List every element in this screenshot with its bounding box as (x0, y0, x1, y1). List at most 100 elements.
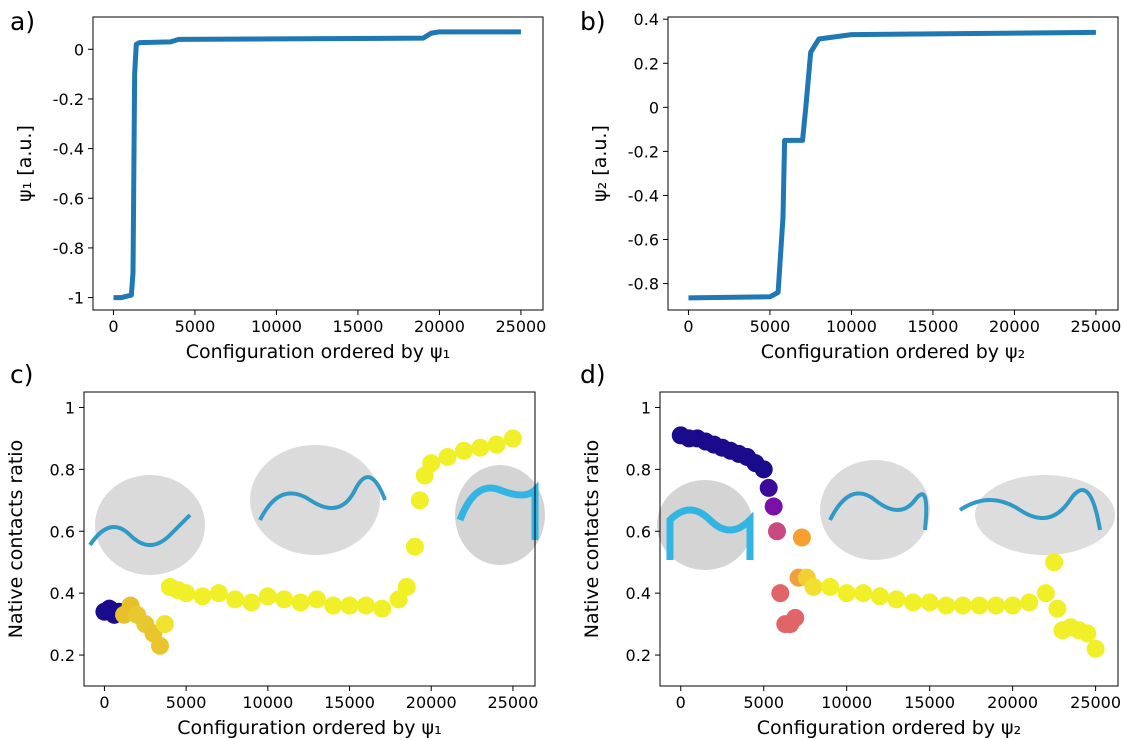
data-point (307, 590, 326, 609)
x-tick-label: 5000 (750, 317, 791, 336)
data-point (771, 584, 790, 603)
panel: c) 0 5000 10000 15000 20000 25000 0.2 0.4 0.6 0.8 1… (5, 360, 538, 739)
x-tick-label: 20000 (406, 693, 457, 712)
data-point (291, 593, 310, 612)
y-tick-label: -0.2 (628, 142, 659, 161)
panel: d) 0 5000 10000 15000 20000 25000 0.2 0.4 0.6 0.8 1… (580, 360, 1121, 739)
y-tick-label: 1 (641, 398, 651, 417)
y-tick-label: -0.4 (628, 186, 659, 205)
y-tick-label: 0.2 (50, 646, 75, 665)
panel-label: d) (580, 360, 606, 389)
data-point (887, 590, 906, 609)
data-point (970, 596, 989, 615)
data-line (688, 29, 1096, 301)
y-tick-label: 0 (74, 40, 84, 59)
data-point (397, 577, 416, 596)
y-tick-label: -0.6 (53, 189, 84, 208)
data-point (1078, 624, 1097, 643)
data-point (870, 587, 889, 606)
data-point (759, 478, 778, 497)
data-point (405, 537, 424, 556)
x-axis-label: Configuration ordered by ψ₁ (186, 341, 450, 363)
data-point (471, 438, 490, 457)
data-point (438, 447, 457, 466)
panel: a) 0 5000 10000 15000 20000 25000 -1 -0.8 -0.6 -0.… (10, 7, 546, 363)
x-tick-label: 0 (108, 317, 118, 336)
panel-label: b) (580, 7, 606, 36)
y-tick-label: -0.4 (53, 140, 84, 159)
data-point (258, 587, 277, 606)
y-tick-label: 0.8 (50, 460, 75, 479)
y-axis-label: ψ₁ [a.u.] (14, 125, 36, 202)
data-point (754, 460, 773, 479)
x-tick-label: 15000 (904, 693, 955, 712)
axes-frame (92, 16, 544, 311)
axes-frame (659, 391, 1119, 687)
y-tick-label: -0.8 (53, 239, 84, 258)
data-point (177, 584, 196, 603)
x-tick-label: 20000 (989, 317, 1040, 336)
data-point (786, 608, 805, 627)
data-point (937, 596, 956, 615)
data-point (920, 593, 939, 612)
panel-label: c) (10, 360, 34, 389)
y-tick-label: 0.8 (626, 460, 651, 479)
data-point (1048, 599, 1067, 618)
axes-frame (83, 391, 536, 687)
data-point (193, 587, 212, 606)
x-tick-label: 5000 (166, 693, 207, 712)
x-tick-label: 0 (99, 693, 109, 712)
y-axis-label: Native contacts ratio (581, 440, 603, 638)
data-point (1020, 593, 1039, 612)
x-tick-label: 10000 (826, 317, 877, 336)
y-axis-label: ψ₂ [a.u.] (589, 125, 611, 202)
y-tick-label: 0.6 (50, 522, 75, 541)
data-point (422, 454, 441, 473)
data-point (242, 593, 261, 612)
x-tick-label: 20000 (987, 693, 1038, 712)
y-tick-label: 0.2 (626, 646, 651, 665)
data-point (1086, 639, 1105, 658)
data-point (454, 441, 473, 460)
x-tick-label: 10000 (251, 317, 302, 336)
data-point (837, 584, 856, 603)
y-tick-label: 0.4 (626, 584, 651, 603)
data-point (275, 590, 294, 609)
x-tick-label: 25000 (487, 693, 538, 712)
data-point (1003, 596, 1022, 615)
data-point (987, 596, 1006, 615)
data-point (356, 596, 375, 615)
x-axis-label: Configuration ordered by ψ₂ (757, 717, 1021, 739)
data-point (764, 497, 783, 516)
y-tick-label: -0.6 (628, 231, 659, 250)
x-tick-label: 20000 (414, 317, 465, 336)
data-point (324, 596, 343, 615)
y-tick-label: 0.4 (50, 584, 75, 603)
data-point (792, 528, 811, 547)
data-point (503, 429, 522, 448)
data-point (1036, 584, 1055, 603)
x-tick-label: 25000 (1070, 317, 1121, 336)
data-point (209, 584, 228, 603)
y-tick-label: 0.2 (634, 54, 659, 73)
panel: b) 0 5000 10000 15000 20000 25000 -0.8 -0.6 -0.4 -… (580, 7, 1121, 363)
x-axis-label: Configuration ordered by ψ₂ (761, 341, 1025, 363)
y-tick-label: 0.4 (634, 10, 659, 29)
y-tick-label: 0.6 (626, 522, 651, 541)
data-point (373, 599, 392, 618)
data-point (155, 615, 174, 634)
y-tick-label: 1 (65, 398, 75, 417)
x-tick-label: 25000 (1070, 693, 1121, 712)
data-point (821, 577, 840, 596)
data-point (854, 584, 873, 603)
x-tick-label: 0 (683, 317, 693, 336)
y-tick-label: -0.8 (628, 275, 659, 294)
x-tick-label: 25000 (495, 317, 546, 336)
data-point (487, 435, 506, 454)
y-axis-label: Native contacts ratio (5, 440, 27, 638)
data-point (904, 593, 923, 612)
data-point (150, 636, 169, 655)
x-tick-label: 10000 (821, 693, 872, 712)
data-point (953, 596, 972, 615)
